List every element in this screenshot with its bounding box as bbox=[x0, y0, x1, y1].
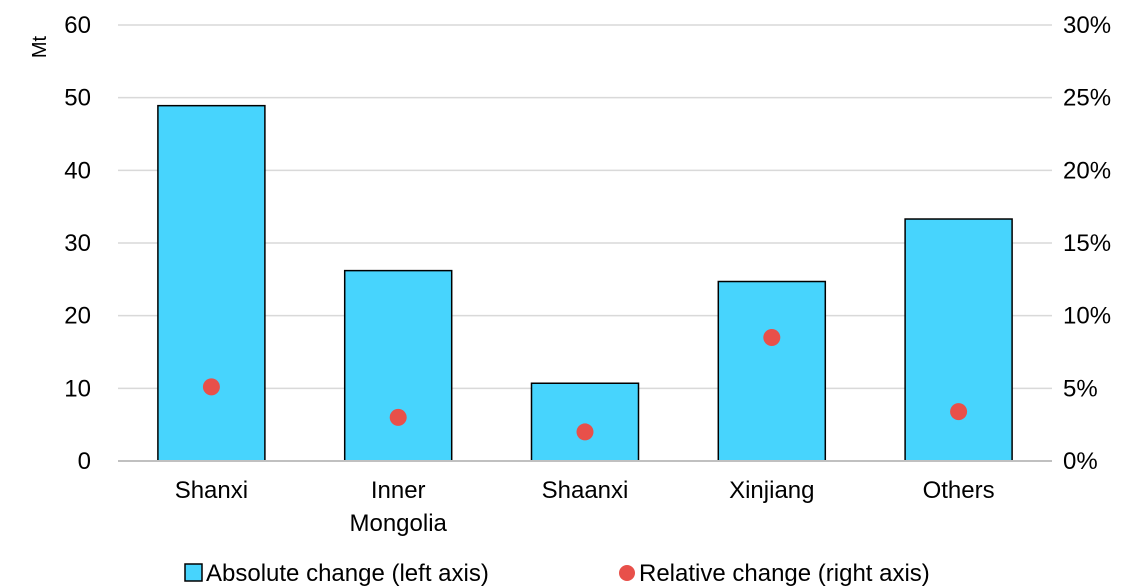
category-labels: Shanxi Inner Mongolia Shaanxi Xinjiang Others bbox=[175, 477, 995, 537]
category-label: Mongolia bbox=[349, 510, 447, 537]
bar bbox=[904, 218, 1013, 462]
category-label: Inner bbox=[371, 477, 426, 504]
category-label: Shaanxi bbox=[542, 477, 629, 504]
left-tick-label: 50 bbox=[64, 85, 91, 112]
left-tick-label: 40 bbox=[64, 157, 91, 184]
right-tick-label: 25% bbox=[1063, 85, 1111, 112]
bar bbox=[530, 382, 640, 462]
category-label: Xinjiang bbox=[729, 477, 814, 504]
right-tick-label: 20% bbox=[1063, 157, 1111, 184]
scatter-point bbox=[763, 328, 781, 346]
bar bbox=[717, 280, 827, 462]
bar bbox=[157, 104, 266, 462]
legend-label-relative: Relative change (right axis) bbox=[639, 560, 930, 587]
category-label: Shanxi bbox=[175, 477, 248, 504]
legend: Absolute change (left axis) Relative cha… bbox=[184, 560, 930, 587]
right-tick-label: 30% bbox=[1063, 12, 1111, 39]
right-axis-ticks: 0% 5% 10% 15% 20% 25% 30% bbox=[1063, 12, 1111, 475]
bar bbox=[343, 269, 453, 462]
legend-swatch-relative bbox=[619, 565, 635, 581]
left-tick-label: 0 bbox=[78, 448, 91, 475]
legend-swatch-absolute bbox=[184, 563, 203, 582]
scatter-series bbox=[202, 328, 968, 441]
right-tick-label: 5% bbox=[1063, 375, 1098, 402]
right-tick-label: 15% bbox=[1063, 230, 1111, 257]
scatter-point bbox=[950, 403, 968, 421]
right-tick-label: 10% bbox=[1063, 303, 1111, 330]
y-axis-label: Mt bbox=[29, 35, 51, 58]
left-tick-label: 60 bbox=[64, 12, 91, 39]
left-tick-label: 10 bbox=[64, 375, 91, 402]
left-tick-label: 20 bbox=[64, 303, 91, 330]
scatter-point bbox=[389, 408, 407, 426]
gridlines bbox=[118, 24, 1052, 390]
legend-label-absolute: Absolute change (left axis) bbox=[206, 560, 489, 587]
left-tick-label: 30 bbox=[64, 230, 91, 257]
scatter-point bbox=[202, 378, 220, 396]
left-axis-ticks: 0 10 20 30 40 50 60 bbox=[64, 12, 91, 475]
right-tick-label: 0% bbox=[1063, 448, 1098, 475]
category-label: Others bbox=[923, 477, 995, 504]
scatter-point bbox=[576, 423, 594, 441]
bar-series bbox=[157, 104, 1013, 462]
